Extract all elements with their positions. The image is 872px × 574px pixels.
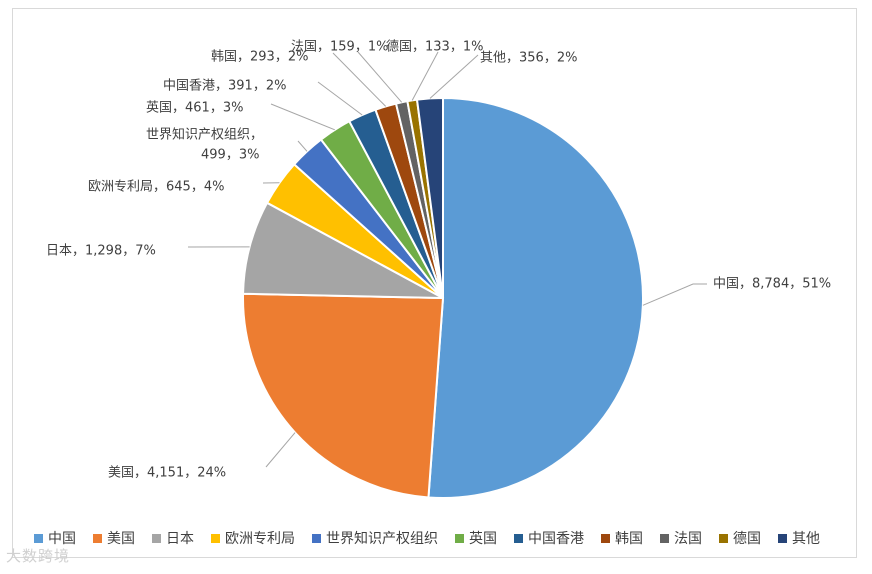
legend-swatch-8 (660, 534, 669, 543)
leader-line-1 (265, 432, 296, 468)
pie-slice-1 (242, 292, 445, 499)
legend-label-10: 其他 (792, 531, 820, 547)
legend-swatch-10 (778, 534, 787, 543)
legend-item-5: 英国 (455, 530, 497, 547)
data-label-8: 法国，159，1% (291, 40, 388, 55)
legend-swatch-1 (93, 534, 102, 543)
data-label-4-line2: 499，3% (201, 148, 259, 163)
leader-line-0 (642, 283, 707, 306)
legend-swatch-4 (312, 534, 321, 543)
legend-label-3: 欧洲专利局 (225, 531, 295, 547)
legend-swatch-5 (455, 534, 464, 543)
data-label-2: 日本，1,298，7% (46, 244, 156, 259)
leader-line-4 (297, 140, 308, 152)
data-label-1: 美国，4,151，24% (108, 466, 226, 481)
legend-item-10: 其他 (778, 531, 820, 547)
legend-item-4: 世界知识产权组织 (312, 530, 438, 547)
data-label-6: 中国香港，391，2% (163, 79, 286, 94)
pie-chart: 中国，8,784，51% 美国，4,151，24% 日本，1,298，7% 欧洲专利局… (34, 40, 831, 547)
pie-slice-2 (242, 201, 444, 299)
legend-swatch-9 (719, 534, 728, 543)
legend-label-7: 韩国 (615, 531, 643, 547)
leader-line-5 (270, 103, 335, 131)
legend-item-1: 美国 (93, 531, 135, 547)
legend-item-9: 德国 (719, 531, 761, 547)
pie-slice-0 (427, 96, 644, 499)
legend-item-6: 中国香港 (514, 531, 584, 547)
legend-label-5: 英国 (469, 530, 497, 547)
legend-label-4: 世界知识产权组织 (326, 530, 438, 547)
legend-swatch-7 (601, 534, 610, 543)
legend-label-2: 日本 (166, 531, 194, 547)
legend-label-9: 德国 (733, 531, 761, 547)
data-label-5: 英国，461，3% (146, 101, 243, 116)
legend-label-1: 美国 (107, 531, 135, 547)
watermark-text: 大数跨境 (6, 547, 71, 565)
leader-line-8 (357, 51, 403, 103)
data-label-7: 韩国，293，2% (211, 50, 308, 65)
legend-label-0: 中国 (48, 531, 76, 547)
leader-line-7 (332, 52, 387, 107)
chart-frame: 中国，8,784，51% 美国，4,151，24% 日本，1,298，7% 欧洲专利局… (12, 8, 857, 558)
data-label-4: 世界知识产权组织， (146, 127, 263, 143)
data-label-9: 德国，133，1% (386, 40, 483, 55)
legend-swatch-2 (152, 534, 161, 543)
legend-swatch-0 (34, 534, 43, 543)
leader-line-9 (411, 51, 439, 101)
legend-item-7: 韩国 (601, 531, 643, 547)
pie-slice-10 (415, 96, 444, 299)
legend-label-6: 中国香港 (528, 531, 584, 547)
legend-swatch-6 (514, 534, 523, 543)
data-label-10: 其他，356，2% (480, 51, 577, 66)
legend-item-8: 法国 (660, 531, 702, 547)
legend-label-8: 法国 (674, 531, 702, 547)
leader-line-10 (429, 54, 479, 99)
data-label-3: 欧洲专利局，645，4% (88, 180, 224, 195)
legend-swatch-3 (211, 534, 220, 543)
data-label-0: 中国，8,784，51% (713, 277, 831, 292)
legend-item-0: 中国 (34, 531, 76, 547)
leader-line-6 (317, 81, 363, 116)
legend-item-3: 欧洲专利局 (211, 531, 295, 547)
legend-item-2: 日本 (152, 531, 194, 547)
